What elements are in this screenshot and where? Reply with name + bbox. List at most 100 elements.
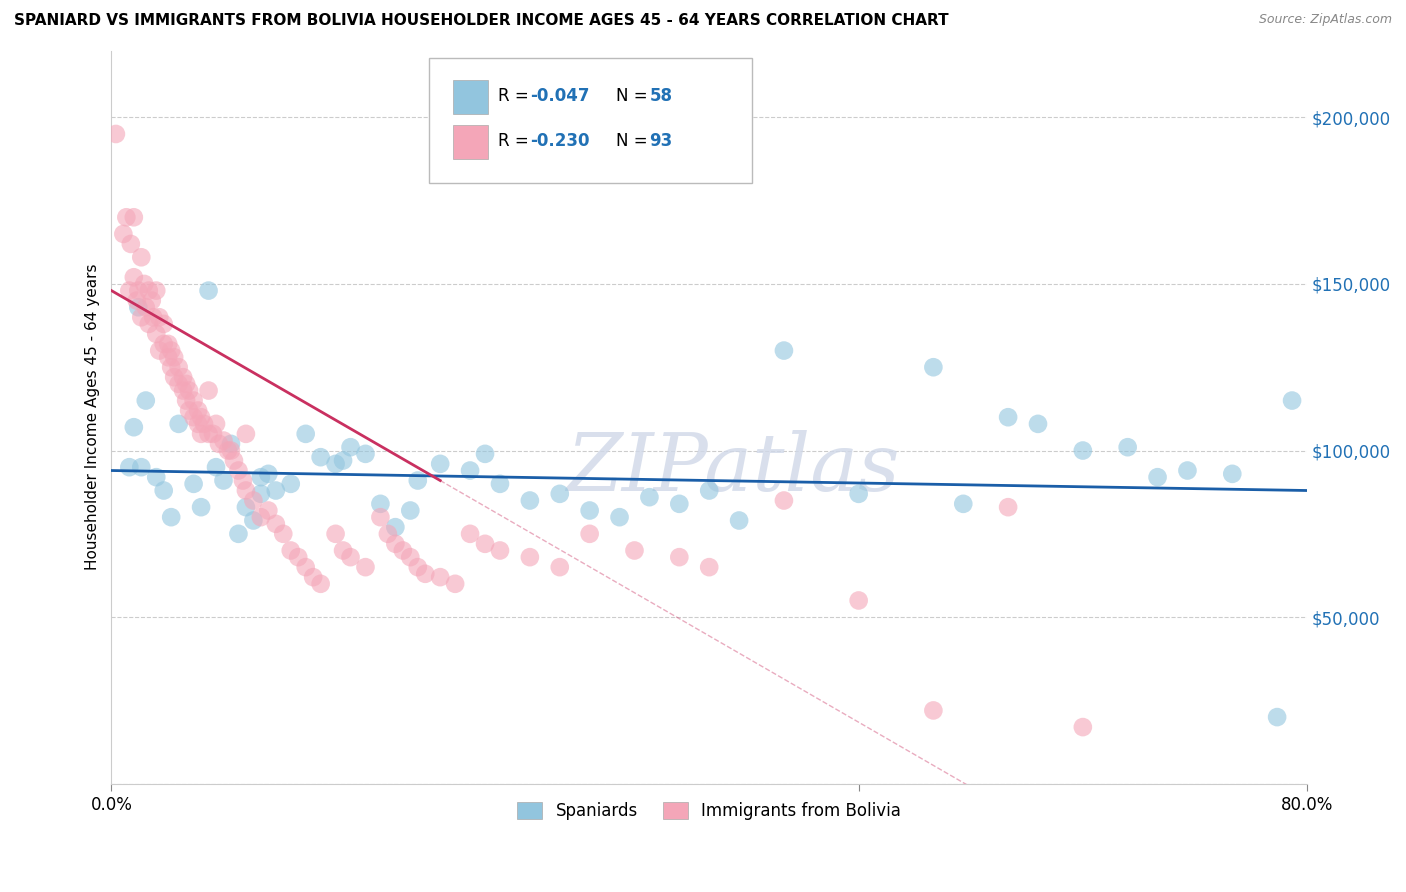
- Point: [429, 457, 451, 471]
- Point: [145, 326, 167, 341]
- Point: [232, 474, 254, 488]
- Point: [399, 550, 422, 565]
- Point: [148, 310, 170, 325]
- Point: [235, 500, 257, 515]
- Point: [332, 453, 354, 467]
- Point: [257, 467, 280, 481]
- Text: N =: N =: [616, 132, 652, 150]
- Point: [190, 426, 212, 441]
- Text: 93: 93: [650, 132, 673, 150]
- Point: [280, 476, 302, 491]
- Point: [183, 476, 205, 491]
- Point: [370, 510, 392, 524]
- Point: [197, 426, 219, 441]
- Point: [474, 447, 496, 461]
- Point: [157, 350, 180, 364]
- Point: [112, 227, 135, 241]
- Point: [167, 376, 190, 391]
- Point: [1071, 720, 1094, 734]
- Point: [287, 550, 309, 565]
- Point: [302, 570, 325, 584]
- Point: [228, 526, 250, 541]
- Point: [294, 426, 316, 441]
- Point: [127, 300, 149, 314]
- Point: [997, 410, 1019, 425]
- Point: [183, 393, 205, 408]
- Point: [384, 520, 406, 534]
- Point: [474, 537, 496, 551]
- Point: [127, 284, 149, 298]
- Point: [129, 310, 152, 325]
- Text: Source: ZipAtlas.com: Source: ZipAtlas.com: [1258, 13, 1392, 27]
- Point: [309, 576, 332, 591]
- Point: [548, 487, 571, 501]
- Point: [174, 376, 197, 391]
- Text: R =: R =: [498, 132, 534, 150]
- Point: [354, 447, 377, 461]
- Point: [118, 460, 141, 475]
- Point: [219, 437, 242, 451]
- Point: [160, 510, 183, 524]
- Point: [219, 443, 242, 458]
- Point: [1265, 710, 1288, 724]
- Point: [208, 437, 231, 451]
- Point: [145, 284, 167, 298]
- Point: [193, 417, 215, 431]
- Point: [202, 426, 225, 441]
- Point: [332, 543, 354, 558]
- Point: [172, 384, 194, 398]
- Legend: Spaniards, Immigrants from Bolivia: Spaniards, Immigrants from Bolivia: [510, 795, 908, 827]
- Point: [325, 457, 347, 471]
- Point: [148, 343, 170, 358]
- Point: [187, 403, 209, 417]
- Point: [406, 474, 429, 488]
- Point: [413, 566, 436, 581]
- Point: [444, 576, 467, 591]
- Point: [354, 560, 377, 574]
- Text: SPANIARD VS IMMIGRANTS FROM BOLIVIA HOUSEHOLDER INCOME AGES 45 - 64 YEARS CORREL: SPANIARD VS IMMIGRANTS FROM BOLIVIA HOUS…: [14, 13, 949, 29]
- Point: [183, 410, 205, 425]
- Point: [217, 443, 239, 458]
- Point: [167, 417, 190, 431]
- Point: [997, 500, 1019, 515]
- Point: [152, 317, 174, 331]
- Point: [228, 463, 250, 477]
- Point: [1026, 417, 1049, 431]
- Point: [728, 514, 751, 528]
- Point: [167, 360, 190, 375]
- Point: [145, 470, 167, 484]
- Point: [773, 343, 796, 358]
- Point: [668, 497, 690, 511]
- Point: [235, 426, 257, 441]
- Point: [848, 487, 870, 501]
- Point: [250, 510, 273, 524]
- Point: [134, 277, 156, 291]
- Point: [120, 236, 142, 251]
- Point: [160, 343, 183, 358]
- Point: [1146, 470, 1168, 484]
- Point: [152, 483, 174, 498]
- Point: [179, 384, 201, 398]
- Point: [222, 453, 245, 467]
- Point: [922, 360, 945, 375]
- Point: [190, 410, 212, 425]
- Point: [697, 483, 720, 498]
- Point: [578, 503, 600, 517]
- Point: [212, 434, 235, 448]
- Point: [377, 526, 399, 541]
- Point: [138, 317, 160, 331]
- Point: [384, 537, 406, 551]
- Point: [1220, 467, 1243, 481]
- Text: ZIPatlas: ZIPatlas: [567, 430, 900, 508]
- Point: [370, 497, 392, 511]
- Point: [122, 420, 145, 434]
- Point: [135, 300, 157, 314]
- Text: -0.230: -0.230: [530, 132, 589, 150]
- Point: [179, 403, 201, 417]
- Point: [115, 211, 138, 225]
- Point: [250, 470, 273, 484]
- Point: [172, 370, 194, 384]
- Point: [1116, 440, 1139, 454]
- Point: [122, 270, 145, 285]
- Point: [257, 503, 280, 517]
